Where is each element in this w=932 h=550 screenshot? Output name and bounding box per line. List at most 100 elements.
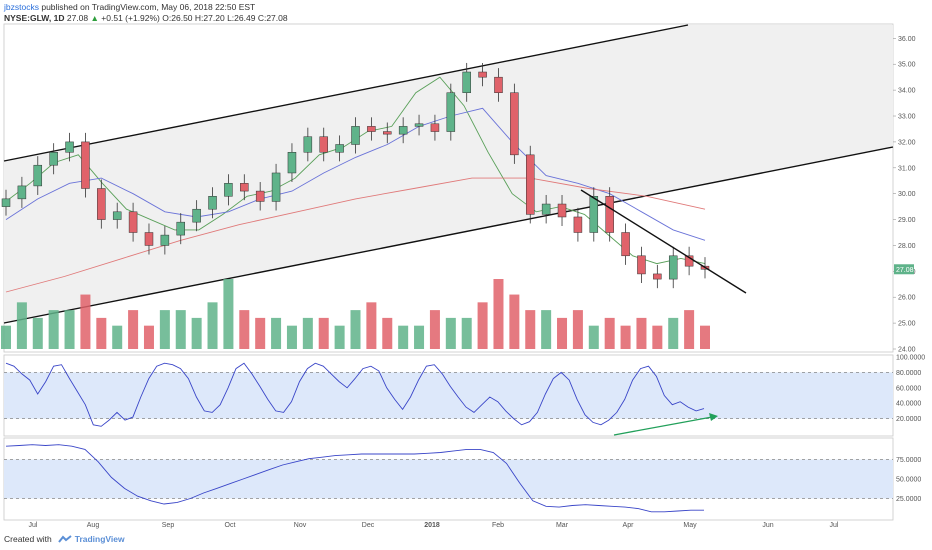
volume-bar [112,325,123,349]
volume-bar [509,294,520,349]
volume-bar [493,279,504,349]
candle-body [414,123,424,127]
stochastic-tick-label: 100.0000 [896,355,925,362]
candle-body [144,232,154,246]
volume-bar [477,302,488,349]
candle-body [637,255,646,275]
volume-bar [588,325,599,349]
date-tick-label: Jun [762,522,773,529]
rsi-tick-label: 75.0000 [896,457,921,464]
candle-body [319,136,328,153]
candle-body [573,216,583,233]
candle-body [208,196,217,210]
change-up-icon: ▲ [90,12,99,23]
candle-body [653,273,662,280]
date-tick-label: Feb [492,522,504,529]
candle-body [17,185,27,200]
candle-body [97,188,106,220]
open-value: O:26.50 [162,12,193,23]
price-tick-label: 34.00 [898,88,916,95]
date-tick-label: Oct [225,522,236,529]
candle-body [398,126,408,135]
date-tick-label: Jul [830,522,839,529]
candle-body [240,183,249,192]
price-tick-label: 26.00 [898,295,916,302]
candle-body [65,141,74,153]
candle-body [224,183,233,197]
stochastic-band [4,372,893,419]
volume-bar [429,310,440,349]
stochastic-tick-label: 60.0000 [896,385,921,392]
high-value: H:27.20 [194,12,225,23]
volume-bar [414,325,425,349]
candle-body [112,211,122,220]
upper-channel-line [3,24,689,162]
date-tick-label: 2018 [424,522,440,529]
tradingview-icon [57,534,72,543]
low-value: L:26.49 [227,12,256,23]
volume-bar [1,325,11,349]
volume-bar [159,310,170,349]
date-tick-label: May [683,522,697,529]
close-value: C:27.08 [257,12,288,23]
volume-bar [16,302,27,349]
volume-bar [700,325,710,349]
volume-bar [191,317,202,349]
channel-fill [4,25,893,323]
candle-body [271,172,281,202]
date-tick-label: Sep [162,522,175,529]
volume-bar [382,317,393,349]
candle-body [510,92,519,156]
symbol-label: NYSE:GLW, 1D [4,12,65,23]
date-tick-label: Apr [623,522,635,529]
price-tick-label: 28.00 [898,243,916,250]
candle-body [33,164,43,187]
volume-bar [207,302,218,349]
price-tick-label: 30.00 [898,191,916,198]
volume-bar [366,302,377,349]
price-tick-label: 31.00 [898,165,916,172]
volume-bar [604,317,615,349]
volume-bar [668,317,679,349]
volume-bar [239,310,250,349]
volume-bar [143,325,154,349]
date-tick-label: Nov [294,522,307,529]
date-tick-label: Dec [362,522,375,529]
volume-bar [350,310,361,349]
volume-bar [48,310,59,349]
volume-bar [620,325,631,349]
volume-bar [398,325,409,349]
candle-body [160,234,170,246]
footer: Created with TradingView [4,534,125,544]
candle-body [494,76,503,93]
moving-average-line [5,177,706,293]
volume-bar [684,310,695,349]
price-tick-label: 36.00 [898,36,916,43]
last-price: 27.08 [66,12,89,23]
volume-bar [636,317,647,349]
volume-bar [286,325,297,349]
author-link[interactable]: jbzstocks [4,2,39,12]
stochastic-line [5,362,705,427]
divergence-arrow-line [613,416,713,436]
candle-body [541,203,551,215]
volume-bar [445,317,456,349]
volume-bar [96,317,107,349]
candle-body [526,154,535,215]
stochastic-tick-label: 80.0000 [896,370,921,377]
candle-body [367,126,376,132]
publish-line: jbzstocks published on TradingView.com, … [4,2,288,13]
volume-bar [302,317,313,349]
tradingview-logo[interactable]: TradingView [57,534,125,544]
lower-channel-line [3,146,894,324]
candle-body [621,232,630,257]
last-price-tag [894,264,914,275]
stochastic-tick-label: 20.0000 [896,416,921,423]
volume-bar [80,294,91,349]
candle-body [430,123,440,132]
volume-bar [525,310,536,349]
chart-header: jbzstocks published on TradingView.com, … [4,2,288,23]
candle-body [478,71,487,78]
date-tick-label: Mar [556,522,569,529]
